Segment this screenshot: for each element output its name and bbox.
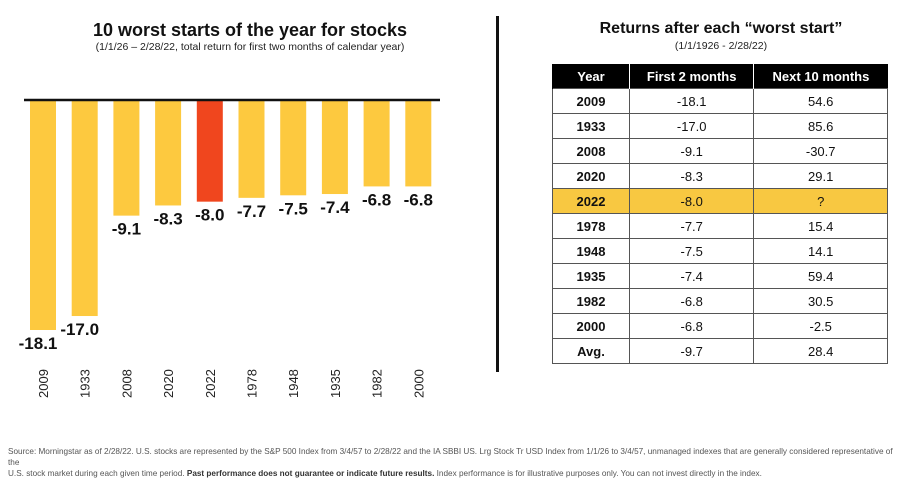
bar-value-label: -18.1 xyxy=(19,334,58,353)
year-cell: 1933 xyxy=(552,113,630,139)
first-two-months-cell: -18.1 xyxy=(628,88,755,114)
x-tick-label: 1948 xyxy=(286,369,301,398)
first-two-months-cell: -6.8 xyxy=(628,288,755,314)
next-ten-months-cell: 85.6 xyxy=(753,113,888,139)
footnote-line-2: U.S. stock market during each given time… xyxy=(8,468,894,479)
first-two-months-cell: -8.3 xyxy=(628,163,755,189)
first-two-months-cell: -7.7 xyxy=(628,213,755,239)
first-two-months-cell: -9.7 xyxy=(628,338,755,364)
x-tick-label: 2000 xyxy=(411,369,426,398)
next-ten-months-cell: -2.5 xyxy=(753,313,888,339)
bar-value-label: -9.1 xyxy=(112,220,141,239)
year-cell: 1948 xyxy=(552,238,630,264)
bar-value-label: -6.8 xyxy=(362,190,391,209)
bar-1978 xyxy=(238,100,265,198)
footnote: Source: Morningstar as of 2/28/22. U.S. … xyxy=(8,446,894,479)
next-ten-months-cell: 54.6 xyxy=(753,88,888,114)
bar-value-label: -8.3 xyxy=(153,209,182,228)
bar-value-label: -8.0 xyxy=(195,206,224,225)
table-row-average: Avg. -9.7 28.4 xyxy=(552,338,888,364)
table-subtitle: (1/1/1926 - 2/28/22) xyxy=(674,40,768,52)
bar-2020 xyxy=(155,100,182,206)
table-header-row: Year First 2 months Next 10 months xyxy=(552,64,888,89)
column-header: Year xyxy=(552,64,630,89)
first-two-months-cell: -17.0 xyxy=(628,113,755,139)
bar-2022 xyxy=(196,100,223,202)
year-cell: 2000 xyxy=(552,313,630,339)
next-ten-months-cell: 15.4 xyxy=(753,213,888,239)
bar-2009 xyxy=(30,100,56,330)
first-two-months-cell: -7.5 xyxy=(628,238,755,264)
bar-value-label: -7.7 xyxy=(237,202,266,221)
table-row: 1982 -6.8 30.5 xyxy=(552,288,888,314)
column-header: Next 10 months xyxy=(753,64,888,89)
bar-value-label: -17.0 xyxy=(60,320,99,339)
table-row: 1978 -7.7 15.4 xyxy=(552,213,888,239)
x-tick-label: 1982 xyxy=(370,369,385,398)
table-row: 2009 -18.1 54.6 xyxy=(552,88,888,114)
next-ten-months-cell: ? xyxy=(753,188,888,214)
x-tick-label: 2008 xyxy=(119,369,134,398)
bar-value-label: -7.5 xyxy=(279,199,308,218)
table-row: 2020 -8.3 29.1 xyxy=(552,163,888,189)
next-ten-months-cell: -30.7 xyxy=(753,138,888,164)
year-cell: 2022 xyxy=(552,188,630,214)
x-tick-label: 1933 xyxy=(78,369,93,398)
bar-1935 xyxy=(321,100,348,195)
footnote-text: U.S. stock market during each given time… xyxy=(8,469,185,478)
x-tick-label: 1935 xyxy=(328,369,343,398)
next-ten-months-cell: 30.5 xyxy=(753,288,888,314)
bar-2000 xyxy=(405,100,432,187)
chart-subtitle: (1/1/26 – 2/28/22, total return for firs… xyxy=(95,41,405,53)
footnote-disclaimer: Past performance does not guarantee or i… xyxy=(186,469,435,478)
footnote-line-1: Source: Morningstar as of 2/28/22. U.S. … xyxy=(8,447,893,467)
year-cell: Avg. xyxy=(552,338,630,364)
bar-1933 xyxy=(71,100,98,317)
x-tick-label: 2009 xyxy=(36,369,51,398)
first-two-months-cell: -6.8 xyxy=(628,313,755,339)
bar-1948 xyxy=(280,100,307,196)
x-tick-label: 2022 xyxy=(203,369,218,398)
next-ten-months-cell: 29.1 xyxy=(753,163,888,189)
year-cell: 2009 xyxy=(552,88,630,114)
year-cell: 1978 xyxy=(552,213,630,239)
x-tick-label: 2020 xyxy=(161,369,176,398)
bar-chart: -18.1 2009 -17.0 1933 -9.1 2008 -8.3 2020 -8.0 20… xyxy=(19,98,440,398)
table-title: Returns after each “worst start” xyxy=(599,20,843,37)
next-ten-months-cell: 28.4 xyxy=(753,338,888,364)
bar-value-label: -7.4 xyxy=(320,198,350,217)
next-ten-months-cell: 59.4 xyxy=(753,263,888,289)
table-row-highlighted: 2022 -8.0 ? xyxy=(552,188,888,214)
bar-1982 xyxy=(363,100,390,187)
bar-value-label: -6.8 xyxy=(404,190,433,209)
year-cell: 2008 xyxy=(552,138,630,164)
next-ten-months-cell: 14.1 xyxy=(753,238,888,264)
x-tick-label: 1978 xyxy=(245,369,260,398)
footnote-text: Index performance is for illustrative pu… xyxy=(436,469,762,478)
year-cell: 1935 xyxy=(552,263,630,289)
divider xyxy=(496,16,499,372)
first-two-months-cell: -7.4 xyxy=(628,263,755,289)
column-header: First 2 months xyxy=(628,64,754,89)
returns-table: Year First 2 months Next 10 months 2009 … xyxy=(552,64,888,364)
chart-title: 10 worst starts of the year for stocks xyxy=(92,20,408,40)
bar-2008 xyxy=(113,100,140,216)
table-row: 1933 -17.0 85.6 xyxy=(552,113,888,139)
table-row: 1948 -7.5 14.1 xyxy=(552,238,888,264)
table-row: 2008 -9.1 -30.7 xyxy=(552,138,888,164)
year-cell: 1982 xyxy=(552,288,630,314)
table-row: 1935 -7.4 59.4 xyxy=(552,263,888,289)
year-cell: 2020 xyxy=(552,163,630,189)
table-row: 2000 -6.8 -2.5 xyxy=(552,313,888,339)
first-two-months-cell: -9.1 xyxy=(628,138,755,164)
first-two-months-cell: -8.0 xyxy=(628,188,755,214)
